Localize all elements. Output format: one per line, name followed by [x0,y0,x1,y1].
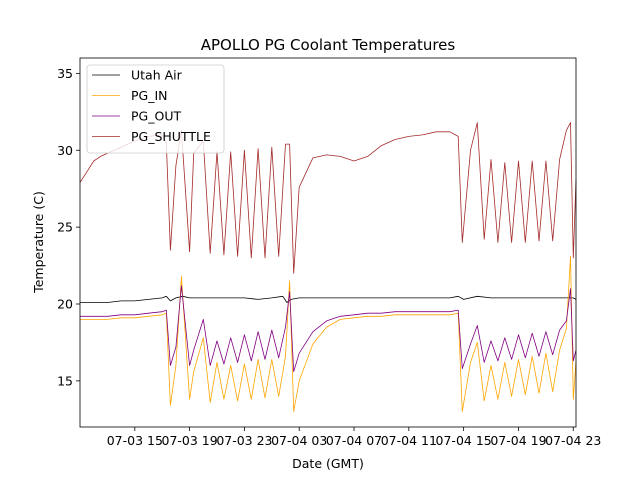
legend-label-pg-in: PG_IN [131,88,168,103]
y-tick-label: 25 [57,220,73,235]
series-line-pg-out [80,285,577,373]
x-tick-label: 07-03 19 [162,433,218,448]
series-line-pg-shuttle [79,122,577,274]
x-tick-label: 07-03 23 [216,433,272,448]
x-tick-label: 07-03 15 [107,433,163,448]
legend-label-pg-shuttle: PG_SHUTTLE [131,129,211,144]
y-tick-label: 15 [57,373,73,388]
legend-label-pg-out: PG_OUT [131,109,181,124]
x-tick-label: 07-04 15 [436,433,492,448]
y-tick-label: 30 [57,143,73,158]
legend-label-utah-air: Utah Air [131,68,183,83]
x-axis-title: Date (GMT) [292,456,364,471]
series-line-pg-in [80,255,577,413]
legend: Utah Air PG_IN PG_OUT PG_SHUTTLE [86,64,225,154]
x-tick-label: 07-04 23 [545,433,601,448]
y-tick-label: 35 [57,66,73,81]
chart-title: APOLLO PG Coolant Temperatures [201,36,456,54]
y-tick-label: 20 [57,297,73,312]
legend-box [86,64,225,154]
y-axis: 15 20 25 30 35 [57,66,80,388]
x-tick-label: 07-04 03 [271,433,327,448]
series-layer [79,122,577,413]
series-line-utah-air [80,295,577,303]
x-tick-label: 07-04 19 [490,433,546,448]
plot-frame [79,57,577,428]
x-tick-label: 07-04 07 [326,433,382,448]
y-axis-title: Temperature (C) [31,191,46,294]
x-tick-label: 07-04 11 [381,433,437,448]
